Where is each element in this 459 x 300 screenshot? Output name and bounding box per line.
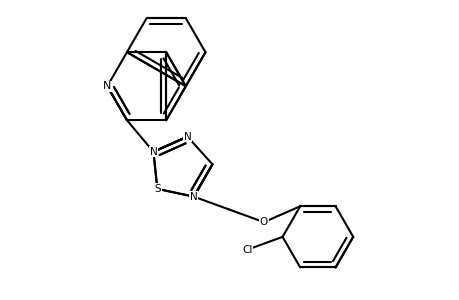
Text: N: N [190,192,197,202]
Text: S: S [154,184,160,194]
Text: O: O [259,217,268,227]
Text: Cl: Cl [242,244,252,255]
Text: N: N [103,81,111,91]
Text: N: N [153,184,161,194]
Text: N: N [149,147,157,157]
Text: N: N [183,132,191,142]
